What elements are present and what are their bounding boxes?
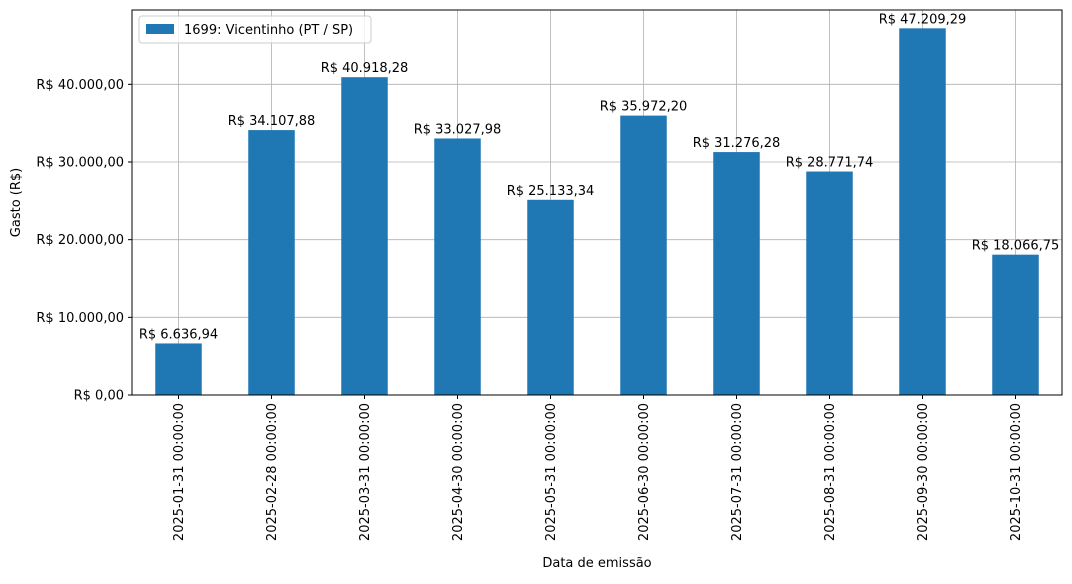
bar [155, 343, 202, 395]
x-tick-label: 2025-03-31 00:00:00 [358, 403, 373, 541]
bar [806, 171, 853, 395]
x-tick-label: 2025-06-30 00:00:00 [637, 403, 652, 541]
legend-entry-label: 1699: Vicentinho (PT / SP) [184, 23, 353, 38]
bar [713, 152, 760, 395]
bar-value-label: R$ 47.209,29 [879, 12, 967, 27]
tick-layer: R$ 0,00 R$ 10.000,00 R$ 20.000,00 R$ 30.000… [36, 78, 1024, 541]
bar [527, 199, 574, 395]
y-tick-label: R$ 10.000,00 [36, 311, 124, 326]
y-tick-label: R$ 0,00 [74, 389, 124, 404]
x-tick-label: 2025-08-31 00:00:00 [823, 403, 838, 541]
x-tick-label: 2025-01-31 00:00:00 [172, 403, 187, 541]
bar [248, 130, 295, 395]
bar [899, 28, 946, 395]
bar [620, 115, 667, 395]
data-label-layer: R$ 6.636,94 R$ 34.107,88 R$ 40.918,28 R$ 33… [139, 12, 1059, 342]
bar-value-label: R$ 33.027,98 [414, 122, 502, 137]
bar-value-label: R$ 18.066,75 [972, 239, 1060, 254]
bar-value-label: R$ 40.918,28 [321, 61, 409, 76]
legend-swatch [146, 24, 174, 34]
x-tick-label: 2025-04-30 00:00:00 [451, 403, 466, 541]
bar-value-label: R$ 34.107,88 [228, 114, 316, 129]
bar-layer [155, 28, 1039, 396]
legend-box [138, 15, 372, 44]
bar-value-label: R$ 31.276,28 [693, 136, 781, 151]
x-tick-label: 2025-02-28 00:00:00 [265, 403, 280, 541]
bar-value-label: R$ 35.972,20 [600, 100, 688, 115]
y-tick-label: R$ 40.000,00 [36, 78, 124, 93]
y-tick-label: R$ 20.000,00 [36, 233, 124, 248]
legend: 1699: Vicentinho (PT / SP) [138, 15, 372, 44]
x-tick-label: 2025-05-31 00:00:00 [544, 403, 559, 541]
bar [992, 254, 1039, 395]
x-axis-label: Data de emissão [542, 556, 651, 571]
x-tick-label: 2025-07-31 00:00:00 [730, 403, 745, 541]
bar [341, 77, 388, 396]
x-tick-label: 2025-10-31 00:00:00 [1009, 403, 1024, 541]
x-tick-label: 2025-09-30 00:00:00 [916, 403, 931, 541]
bar-value-label: R$ 6.636,94 [139, 327, 218, 342]
y-tick-label: R$ 30.000,00 [36, 155, 124, 170]
plot-frame [131, 9, 1063, 396]
y-axis-label: Gasto (R$) [9, 168, 24, 237]
bar [434, 138, 481, 395]
bar-value-label: R$ 25.133,34 [507, 184, 595, 199]
bar-value-label: R$ 28.771,74 [786, 156, 874, 171]
